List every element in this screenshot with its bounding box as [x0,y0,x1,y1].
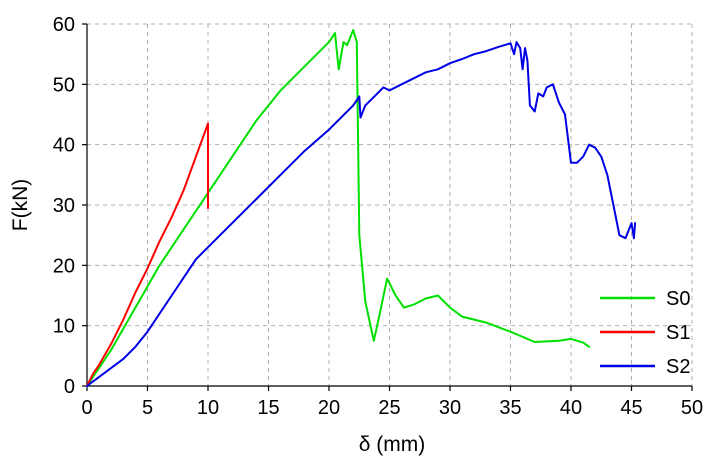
x-tick-label: 0 [81,397,92,419]
x-axis-label: δ (mm) [359,433,426,456]
x-tick-label: 5 [142,397,153,419]
legend: S0 S1 S2 [600,288,690,378]
x-tick-label: 10 [197,397,219,419]
legend-label-s2: S2 [666,356,690,378]
x-tick-label: 35 [499,397,521,419]
y-axis-label: F(kN) [9,179,32,231]
series-line-s0 [86,29,591,387]
x-tick-label: 45 [620,397,642,419]
y-tick-label: 30 [53,195,75,217]
x-tick-label: 50 [681,397,703,419]
series-line-s2 [86,41,637,387]
x-tick-label: 25 [378,397,400,419]
y-tick-label: 40 [53,135,75,157]
tick-labels: 0 5 10 15 20 25 30 35 40 45 50 0 10 20 30 40 50 60 [53,14,703,419]
x-tick-label: 20 [318,397,340,419]
x-tick-label: 40 [560,397,582,419]
legend-label-s0: S0 [666,288,690,310]
y-tick-label: 20 [53,255,75,277]
y-tick-label: 10 [53,316,75,338]
series-group [86,29,637,387]
y-tick-label: 0 [64,376,75,398]
legend-label-s1: S1 [666,322,690,344]
y-tick-label: 60 [53,14,75,36]
y-tick-label: 50 [53,74,75,96]
x-tick-label: 15 [257,397,279,419]
axes [82,23,693,391]
series-line-s1 [86,122,209,387]
x-tick-label: 30 [439,397,461,419]
